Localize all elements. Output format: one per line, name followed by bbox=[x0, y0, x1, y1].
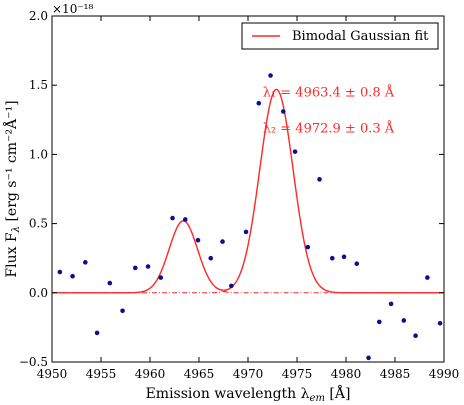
data-point bbox=[133, 265, 138, 271]
y-axis-title-unit: [erg s⁻¹ cm⁻²Å⁻¹] bbox=[2, 100, 20, 226]
data-point bbox=[57, 269, 63, 275]
data-point bbox=[145, 264, 151, 269]
annotation-lambda-1: λ₁ = 4963.4 ± 0.8 Å bbox=[263, 84, 395, 100]
data-point bbox=[366, 355, 371, 361]
legend-label: Bimodal Gaussian fit bbox=[292, 29, 429, 44]
data-point bbox=[182, 217, 188, 222]
data-point bbox=[437, 320, 443, 326]
fit-component-1 bbox=[52, 220, 444, 294]
y-tick-label: 1.0 bbox=[29, 147, 48, 161]
data-point bbox=[208, 255, 214, 261]
data-point bbox=[83, 260, 88, 265]
fit-total-curve bbox=[52, 88, 444, 294]
data-point bbox=[305, 244, 311, 250]
y-tick-label: 2.0 bbox=[29, 9, 48, 23]
data-point bbox=[329, 255, 335, 261]
x-axis-title-unit: [Å] bbox=[325, 384, 350, 402]
x-axis-title-main: Emission wavelength λ bbox=[146, 386, 310, 402]
x-tick-label: 4990 bbox=[429, 367, 460, 381]
data-point bbox=[280, 109, 286, 114]
x-tick-label: 4980 bbox=[331, 367, 362, 381]
data-point bbox=[120, 308, 125, 314]
x-tick-label: 4950 bbox=[37, 367, 68, 381]
data-point bbox=[220, 239, 225, 244]
y-axis-multiplier: ×10⁻¹⁸ bbox=[52, 2, 93, 16]
data-point bbox=[158, 275, 164, 280]
data-point bbox=[256, 100, 262, 106]
data-point bbox=[70, 273, 75, 279]
x-tick-label: 4955 bbox=[86, 367, 117, 381]
data-point bbox=[354, 261, 360, 267]
y-tick-label: −0.5 bbox=[19, 355, 48, 369]
x-axis-title: Emission wavelength λem [Å] bbox=[146, 384, 351, 404]
x-tick-label: 4970 bbox=[233, 367, 264, 381]
fit-layer bbox=[52, 88, 444, 294]
annotation-lambda-2: λ₂ = 4972.9 ± 0.3 Å bbox=[263, 120, 395, 136]
data-point bbox=[425, 275, 430, 280]
x-tick-label: 4975 bbox=[282, 367, 313, 381]
x-tick-label: 4960 bbox=[135, 367, 166, 381]
data-point bbox=[413, 333, 418, 339]
data-points bbox=[57, 73, 443, 361]
axis-ticks: 4950 4955 4960 4965 4970 4975 4980 4985 4990 −0.5… bbox=[19, 9, 459, 381]
x-tick-label: 4965 bbox=[184, 367, 215, 381]
data-point bbox=[377, 319, 382, 325]
x-tick-label: 4985 bbox=[380, 367, 411, 381]
y-axis-title-main: Flux F bbox=[4, 232, 20, 278]
x-axis-title-subscript: em bbox=[310, 393, 325, 404]
y-axis-title-subscript: λ bbox=[11, 226, 22, 233]
y-tick-label: 1.5 bbox=[29, 78, 48, 92]
y-axis-title: Flux Fλ [erg s⁻¹ cm⁻²Å⁻¹] bbox=[2, 100, 22, 277]
data-point bbox=[317, 177, 322, 182]
data-point bbox=[388, 301, 394, 307]
data-point bbox=[243, 229, 249, 235]
data-point bbox=[170, 215, 175, 221]
data-point bbox=[401, 318, 407, 323]
y-tick-label: 0.0 bbox=[29, 286, 48, 300]
data-point bbox=[292, 149, 298, 154]
y-tick-label: 0.5 bbox=[29, 217, 48, 231]
data-point bbox=[94, 330, 100, 336]
data-point bbox=[268, 73, 273, 78]
legend: Bimodal Gaussian fit bbox=[241, 22, 439, 50]
data-point bbox=[229, 283, 234, 289]
data-point bbox=[195, 237, 201, 243]
data-point bbox=[341, 254, 347, 260]
data-point bbox=[107, 280, 113, 286]
